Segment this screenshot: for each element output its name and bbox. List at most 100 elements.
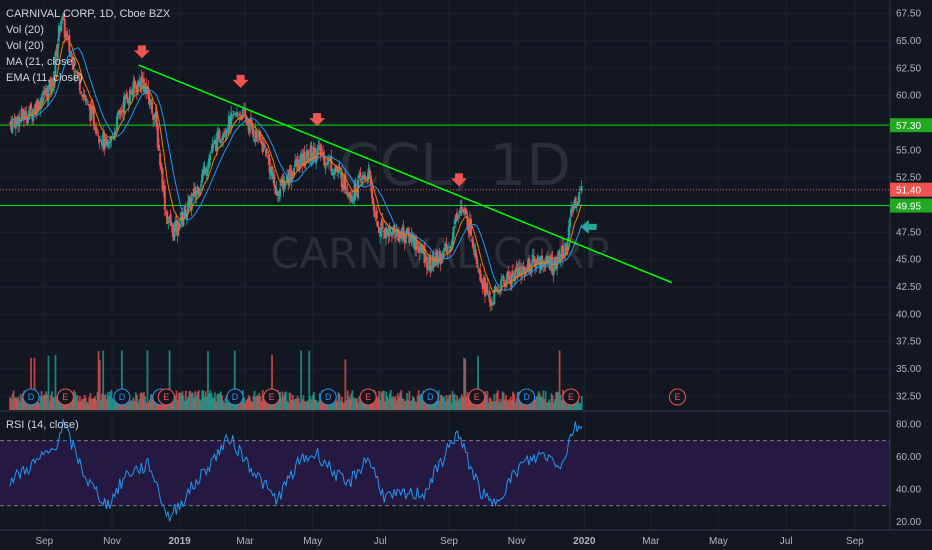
volume-bar: [141, 393, 144, 410]
candle-body: [412, 236, 415, 248]
candle-body: [213, 140, 216, 145]
candle-body: [353, 181, 356, 202]
volume-bar: [77, 401, 80, 410]
event-label: D: [232, 392, 239, 402]
price-tick-label: 45.00: [896, 255, 921, 266]
candle-body: [297, 162, 300, 172]
volume-bar: [549, 402, 552, 410]
candle-body: [286, 175, 289, 182]
candle-body: [163, 185, 166, 210]
volume-bar: [225, 395, 228, 410]
volume-bar: [517, 391, 520, 410]
candle-body: [196, 186, 199, 195]
volume-bar: [208, 393, 211, 410]
candle-body: [447, 246, 450, 248]
volume-bar: [505, 394, 507, 410]
candle-body: [495, 288, 498, 290]
candle-body: [310, 145, 313, 162]
volume-bar: [195, 395, 198, 410]
volume-bar: [425, 399, 428, 410]
candle-body: [120, 110, 123, 112]
volume-bar: [357, 403, 360, 410]
candle-body: [514, 270, 517, 282]
candle-body: [494, 286, 497, 293]
volume-bar: [544, 390, 547, 410]
candle-body: [522, 266, 525, 269]
volume-bar: [356, 398, 358, 410]
candle-body: [60, 20, 63, 32]
candle-body: [300, 153, 303, 162]
candle-body: [279, 188, 282, 198]
volume-bar: [262, 398, 265, 410]
candle-body: [459, 207, 462, 215]
candle-body: [118, 110, 121, 113]
volume-bar: [386, 396, 389, 410]
volume-bar: [379, 399, 382, 410]
volume-bar: [501, 391, 504, 410]
candle-body: [316, 147, 319, 160]
indicator-vol-1[interactable]: Vol (20): [6, 24, 44, 36]
volume-bar: [224, 398, 227, 410]
candle-body: [579, 188, 582, 191]
candle-body: [317, 146, 320, 148]
candle-body: [233, 113, 236, 115]
event-marker-icon: [22, 388, 40, 406]
time-tick-label: Jul: [780, 536, 793, 547]
volume-bar: [287, 402, 290, 410]
candle-body: [374, 212, 377, 215]
candle-body: [485, 285, 488, 295]
candle-body: [502, 279, 505, 281]
candle-body: [110, 136, 113, 142]
volume-bar: [545, 402, 548, 410]
volume-bar: [484, 391, 486, 410]
price-tick-label: 42.50: [896, 282, 921, 293]
volume-bar: [30, 357, 32, 410]
candle-body: [501, 276, 504, 278]
volume-bar: [345, 400, 348, 410]
volume-bar: [360, 395, 363, 410]
volume-bar: [223, 403, 226, 410]
candle-body: [50, 79, 53, 94]
candle-body: [254, 129, 257, 142]
candle-body: [97, 135, 100, 137]
volume-bar: [540, 396, 542, 410]
candle-body: [187, 201, 190, 213]
volume-bar: [337, 392, 340, 410]
volume-bar: [109, 391, 112, 410]
candle-body: [42, 90, 45, 96]
candle-body: [536, 258, 539, 264]
price-axis-panel: [890, 0, 932, 550]
candle-body: [43, 93, 46, 96]
indicator-ema[interactable]: EMA (11, close): [6, 72, 83, 84]
volume-bar: [211, 397, 214, 410]
candle-body: [466, 215, 469, 230]
volume-bar: [87, 403, 89, 410]
volume-bar: [452, 394, 455, 410]
volume-bar: [507, 399, 510, 410]
indicator-vol-2[interactable]: Vol (20): [6, 40, 44, 52]
volume-bar: [271, 354, 273, 410]
indicator-ma[interactable]: MA (21, close): [6, 56, 77, 68]
candle-body: [211, 143, 214, 152]
candle-body: [208, 157, 211, 168]
candle-body: [473, 249, 476, 251]
candle-body: [138, 81, 141, 83]
candle-body: [134, 86, 137, 88]
candle-body: [424, 253, 427, 262]
volume-bar: [76, 395, 79, 410]
candle-body: [352, 197, 355, 200]
event-label: E: [365, 392, 371, 402]
volume-bar: [197, 390, 200, 410]
volume-bar: [576, 398, 578, 410]
volume-bar: [380, 392, 383, 410]
volume-bar: [317, 401, 320, 410]
volume-bar: [249, 397, 251, 410]
level-price-box: 49.95: [890, 198, 932, 213]
candle-body: [181, 211, 184, 224]
candle-body: [198, 188, 201, 196]
volume-bar: [267, 402, 270, 410]
price-tick-label: 67.50: [896, 9, 921, 20]
arrow-down-icon: [232, 74, 249, 88]
rsi-legend[interactable]: RSI (14, close): [6, 419, 79, 431]
